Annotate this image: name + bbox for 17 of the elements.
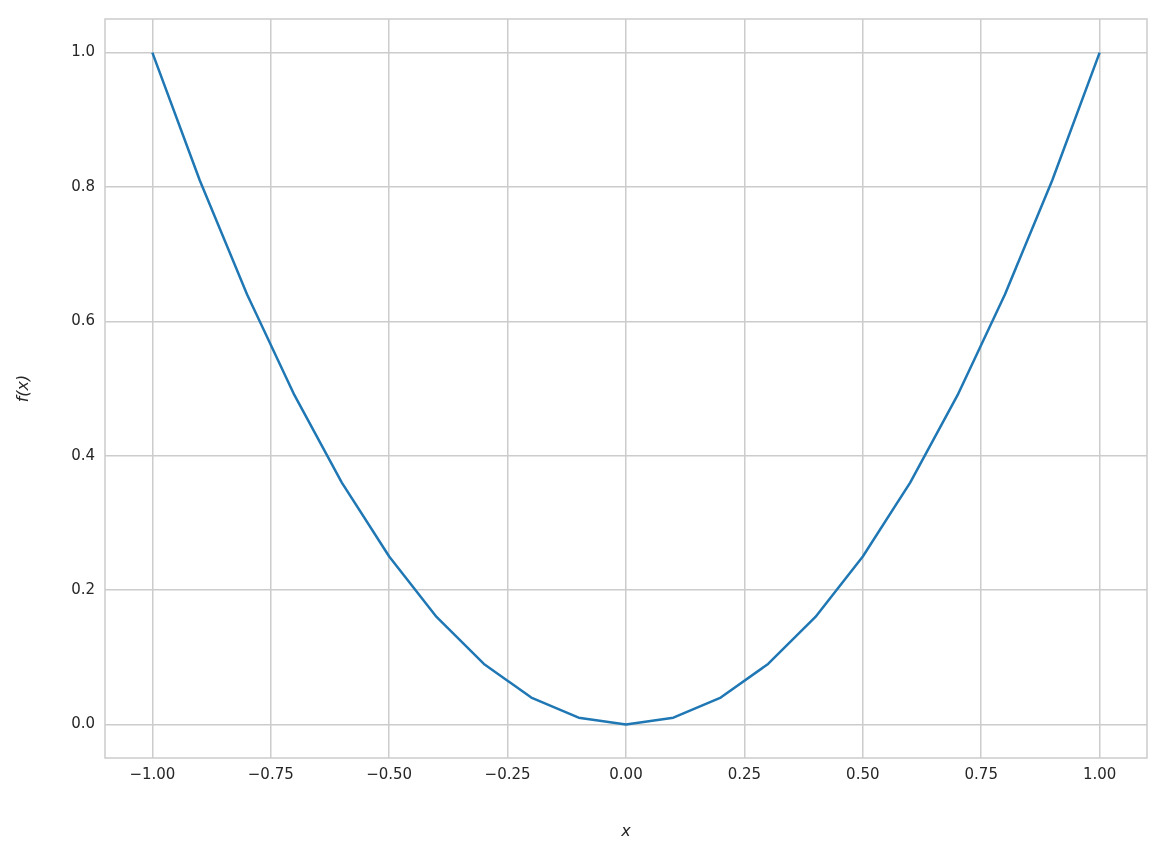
x-tick-label: 0.75 <box>964 764 998 783</box>
x-tick-label: 0.00 <box>609 764 643 783</box>
y-tick-label: 0.2 <box>71 579 95 598</box>
x-tick-label: 0.25 <box>727 764 762 783</box>
x-tick-label: −0.75 <box>247 764 294 783</box>
y-tick-label: 0.6 <box>71 311 95 330</box>
y-tick-label: 0.4 <box>71 445 95 464</box>
y-tick-label: 1.0 <box>71 42 95 61</box>
x-tick-label: 0.50 <box>846 764 880 783</box>
y-tick-label: 0.0 <box>71 714 95 733</box>
x-tick-label: −0.50 <box>366 764 413 783</box>
x-tick-label: −0.25 <box>484 764 531 783</box>
y-axis-title: f(x) <box>12 374 32 403</box>
y-tick-label: 0.8 <box>71 176 95 195</box>
x-tick-label: 1.00 <box>1082 764 1117 783</box>
x-tick-label: −1.00 <box>129 764 176 783</box>
x-axis-title: x <box>620 820 632 840</box>
